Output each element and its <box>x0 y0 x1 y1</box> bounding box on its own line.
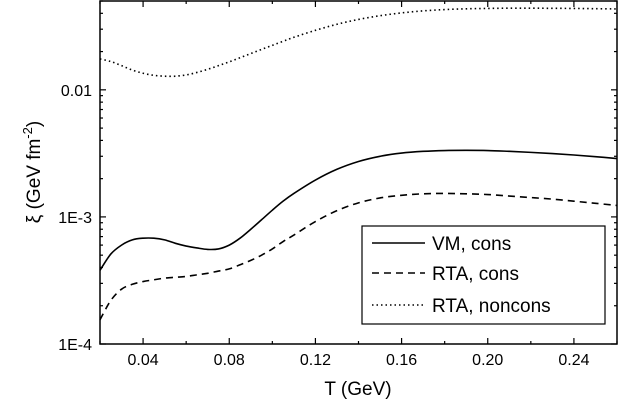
y-axis-title-sup: -2 <box>20 127 35 139</box>
legend: VM, cons RTA, cons RTA, noncons <box>361 225 606 325</box>
x-tick-label: 0.20 <box>472 352 503 369</box>
y-tick-label: 0.01 <box>61 83 92 100</box>
y-axis-ticks: 1E-4 1E-3 0.01 <box>58 0 617 354</box>
legend-label-rta-cons: RTA, cons <box>432 264 519 285</box>
x-tick-label: 0.12 <box>300 352 331 369</box>
series-curves <box>99 7 618 321</box>
y-axis-title-end: ) <box>24 121 45 127</box>
x-tick-label: 0.04 <box>128 352 159 369</box>
series-line-1 <box>99 192 618 321</box>
x-tick-label: 0.24 <box>558 352 589 369</box>
legend-label-rta-noncons: RTA, noncons <box>432 296 551 317</box>
x-tick-label: 0.16 <box>386 352 417 369</box>
series-line-0 <box>99 149 618 271</box>
y-tick-label: 1E-4 <box>58 337 92 354</box>
series-line-2 <box>99 7 618 78</box>
legend-label-vm-cons: VM, cons <box>432 234 511 255</box>
y-tick-label: 1E-3 <box>58 210 92 227</box>
x-axis-title: T (GeV) <box>324 379 391 400</box>
y-axis-title: ξ (GeV fm-2) <box>20 121 45 223</box>
y-axis-title-main: ξ (GeV fm <box>24 139 45 224</box>
x-tick-label: 0.08 <box>214 352 245 369</box>
x-axis-ticks: 0.04 0.08 0.12 0.16 0.20 0.24 <box>99 1 618 369</box>
